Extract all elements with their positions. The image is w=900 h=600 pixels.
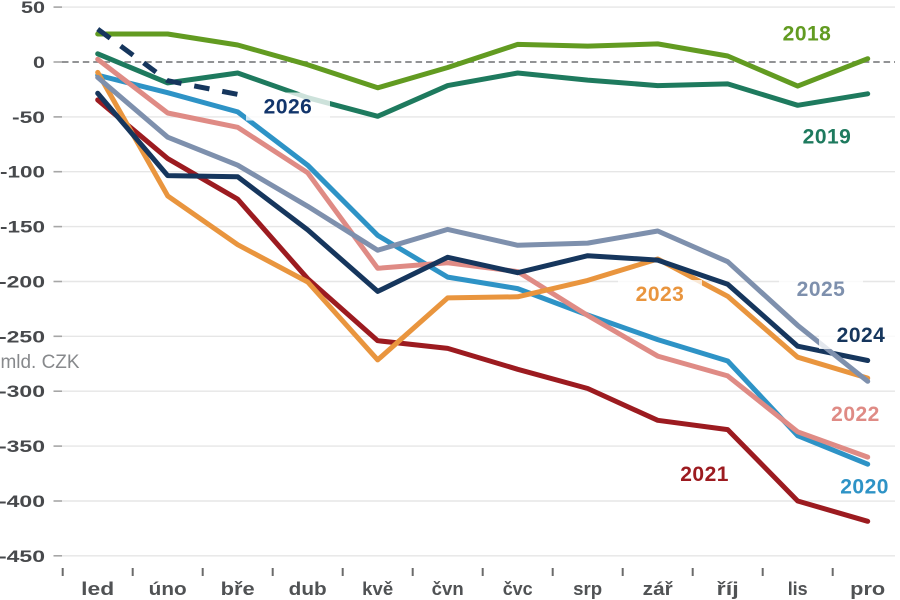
svg-text:čvc: čvc xyxy=(503,579,533,599)
svg-text:-250: -250 xyxy=(0,327,45,346)
svg-text:2025: 2025 xyxy=(797,278,846,301)
svg-text:-50: -50 xyxy=(12,108,45,127)
svg-text:led: led xyxy=(81,579,114,599)
svg-text:2021: 2021 xyxy=(680,463,729,486)
svg-text:dub: dub xyxy=(289,579,327,599)
svg-text:úno: úno xyxy=(149,579,187,599)
svg-text:-450: -450 xyxy=(0,547,45,566)
svg-text:2020: 2020 xyxy=(840,476,889,499)
svg-text:-400: -400 xyxy=(0,492,45,511)
svg-text:2018: 2018 xyxy=(783,23,832,46)
svg-text:říj: říj xyxy=(717,579,739,599)
svg-text:lis: lis xyxy=(788,579,808,599)
svg-text:0: 0 xyxy=(33,53,45,72)
svg-text:bře: bře xyxy=(221,579,255,599)
svg-text:2026: 2026 xyxy=(264,96,313,119)
svg-text:-100: -100 xyxy=(0,163,45,182)
svg-text:2022: 2022 xyxy=(831,403,880,426)
svg-text:2019: 2019 xyxy=(803,126,852,149)
svg-text:-150: -150 xyxy=(0,218,45,237)
svg-text:-350: -350 xyxy=(0,437,45,456)
svg-text:zář: zář xyxy=(643,579,673,599)
svg-text:-200: -200 xyxy=(0,273,45,292)
svg-text:-300: -300 xyxy=(0,382,45,401)
svg-text:2023: 2023 xyxy=(636,283,685,306)
svg-text:kvě: kvě xyxy=(362,579,393,599)
svg-text:čvn: čvn xyxy=(432,579,464,599)
svg-text:pro: pro xyxy=(850,579,885,599)
svg-text:50: 50 xyxy=(21,0,45,17)
svg-text:2024: 2024 xyxy=(837,324,886,347)
svg-text:srp: srp xyxy=(573,579,602,599)
svg-text:mld. CZK: mld. CZK xyxy=(1,352,80,373)
